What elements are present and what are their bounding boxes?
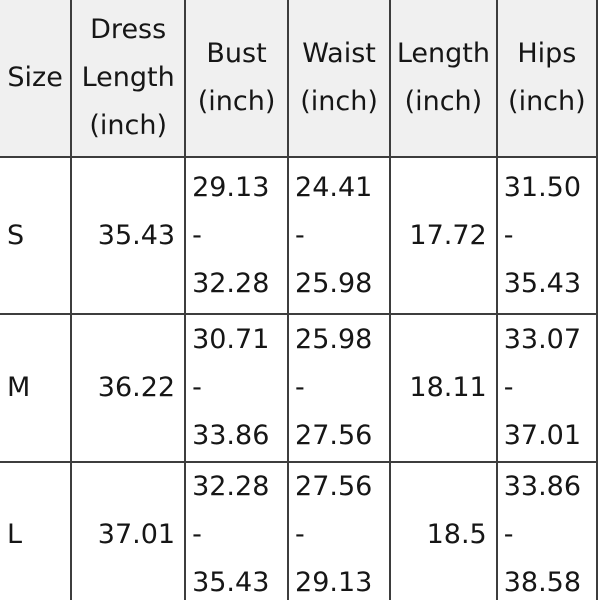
header-cell-dress-length: Dress Length (inch) — [70, 0, 187, 158]
cell-hips-m: 33.07 - 37.01 — [495, 313, 599, 463]
cell-length-l: 18.5 — [389, 461, 498, 600]
cell-size-l: L — [0, 461, 73, 600]
cell-dress-length-m: 36.22 — [70, 313, 187, 463]
cell-waist-l: 27.56 - 29.13 — [287, 461, 392, 600]
cell-length-s: 17.72 — [389, 156, 498, 315]
table-row-size-s: S 35.43 29.13 - 32.28 24.41 - 25.98 17.7… — [0, 156, 599, 315]
header-cell-length: Length (inch) — [389, 0, 498, 158]
cell-bust-l: 32.28 - 35.43 — [184, 461, 290, 600]
header-cell-hips: Hips (inch) — [495, 0, 599, 158]
header-cell-size: Size — [0, 0, 73, 158]
header-cell-bust: Bust (inch) — [184, 0, 290, 158]
cell-dress-length-l: 37.01 — [70, 461, 187, 600]
cell-dress-length-s: 35.43 — [70, 156, 187, 315]
cell-length-m: 18.11 — [389, 313, 498, 463]
cell-size-s: S — [0, 156, 73, 315]
cell-bust-m: 30.71 - 33.86 — [184, 313, 290, 463]
cell-size-m: M — [0, 313, 73, 463]
table-row-size-m: M 36.22 30.71 - 33.86 25.98 - 27.56 18.1… — [0, 313, 599, 463]
header-row: Size Dress Length (inch) Bust (inch) Wai… — [0, 0, 599, 158]
cell-hips-s: 31.50 - 35.43 — [495, 156, 599, 315]
cell-bust-s: 29.13 - 32.28 — [184, 156, 290, 315]
header-cell-waist: Waist (inch) — [287, 0, 392, 158]
cell-waist-m: 25.98 - 27.56 — [287, 313, 392, 463]
cell-waist-s: 24.41 - 25.98 — [287, 156, 392, 315]
table-row-size-l: L 37.01 32.28 - 35.43 27.56 - 29.13 18.5… — [0, 461, 599, 600]
cell-hips-l: 33.86 - 38.58 — [495, 461, 599, 600]
